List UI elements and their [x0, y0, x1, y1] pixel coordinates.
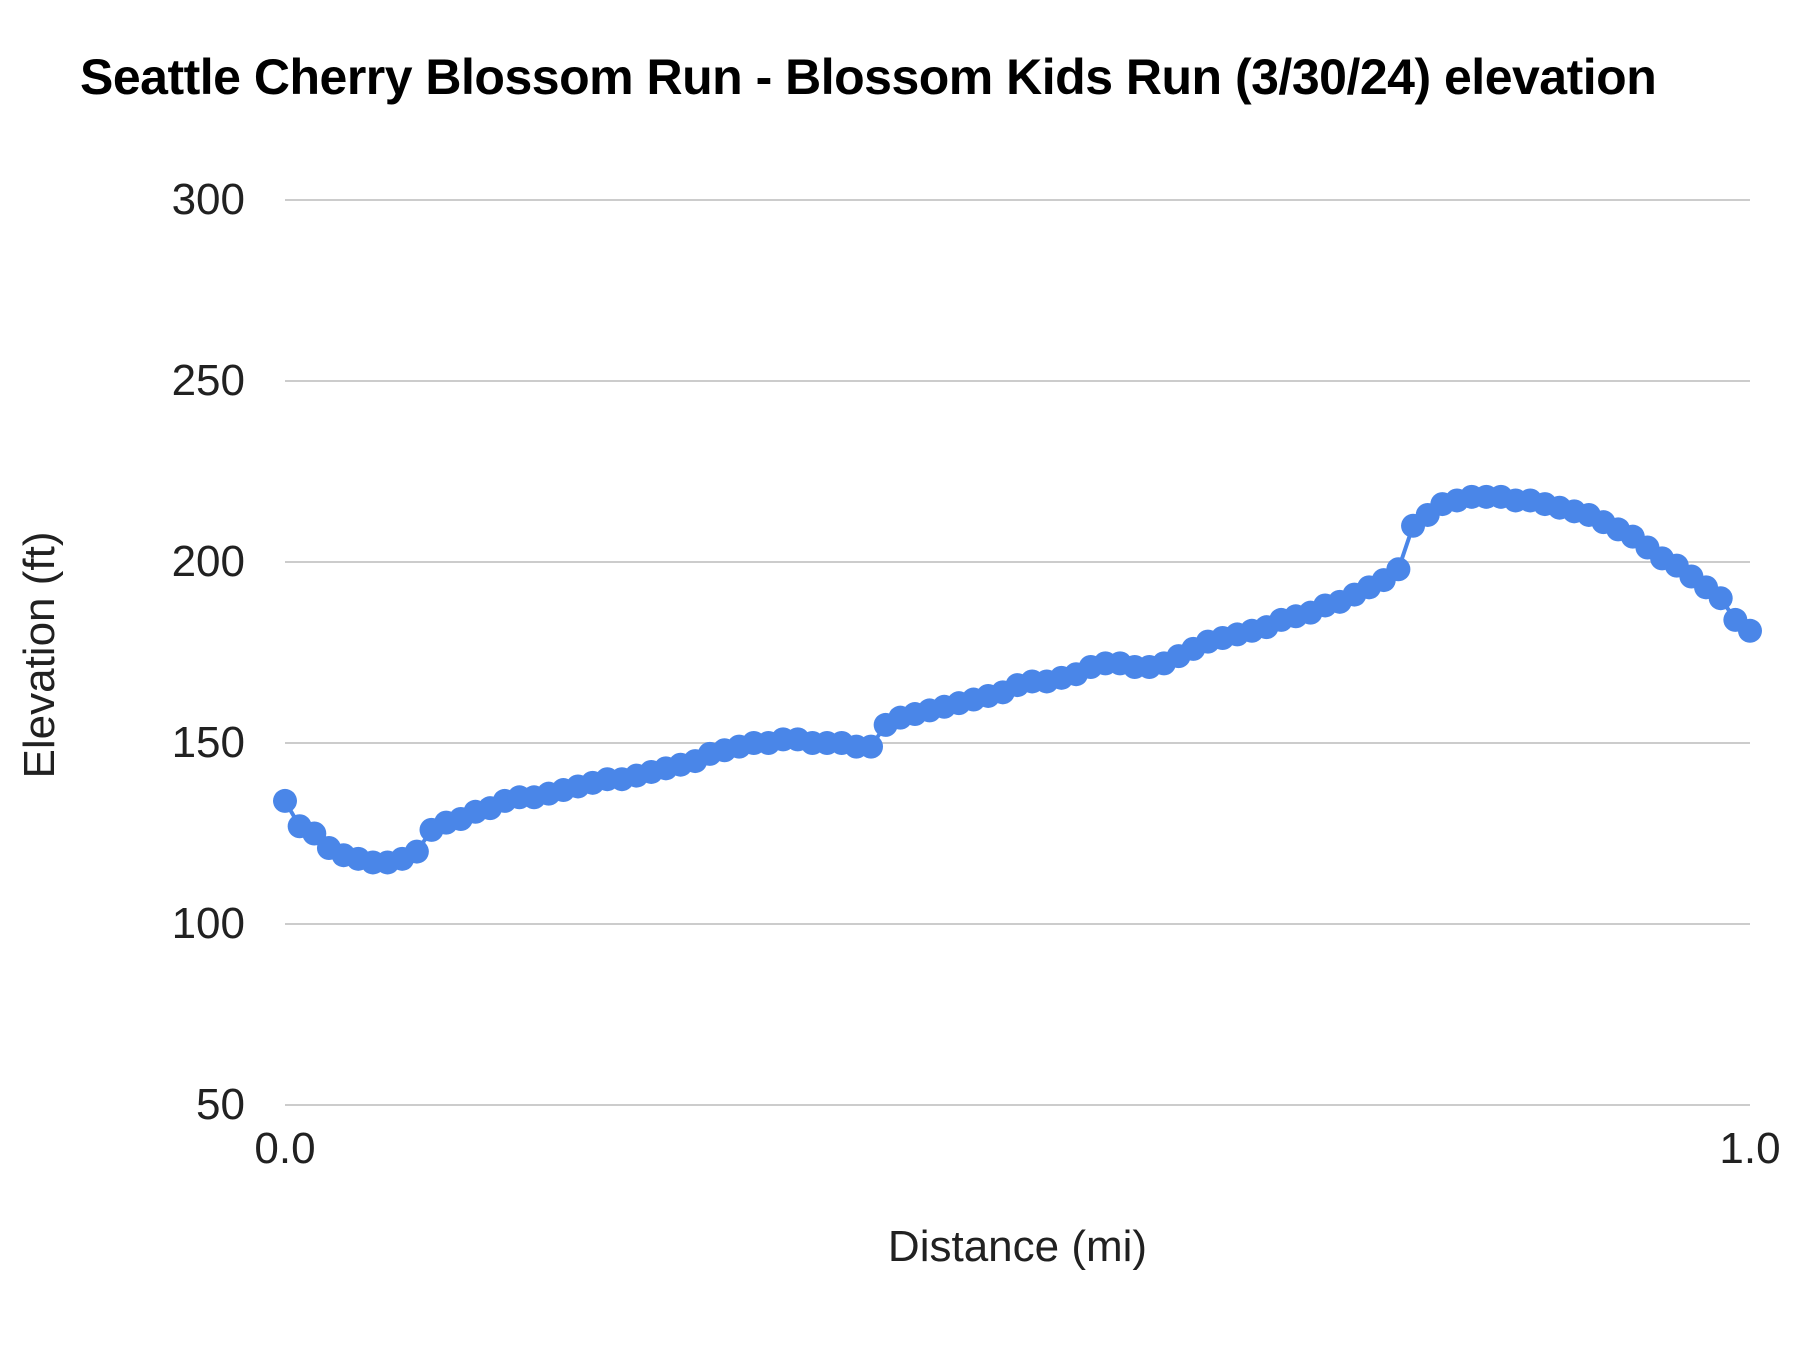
- chart-title: Seattle Cherry Blossom Run - Blossom Kid…: [80, 49, 1657, 105]
- y-tick-label: 200: [171, 537, 245, 586]
- y-tick-label: 50: [196, 1080, 245, 1129]
- y-tick-label: 250: [171, 356, 245, 405]
- y-tick-label: 150: [171, 718, 245, 767]
- y-tick-label: 100: [171, 899, 245, 948]
- data-point: [1708, 586, 1733, 611]
- y-tick-label: 300: [171, 175, 245, 224]
- x-tick-label: 0.0: [254, 1124, 316, 1173]
- data-point: [404, 839, 429, 864]
- data-point: [273, 788, 297, 813]
- x-tick-label: 1.0: [1719, 1124, 1781, 1173]
- data-point: [859, 734, 883, 759]
- data-point: [302, 821, 327, 846]
- y-axis-title: Elevation (ft): [15, 531, 64, 779]
- x-axis-title: Distance (mi): [887, 1222, 1148, 1271]
- data-point: [1738, 618, 1762, 643]
- data-point: [1386, 557, 1411, 582]
